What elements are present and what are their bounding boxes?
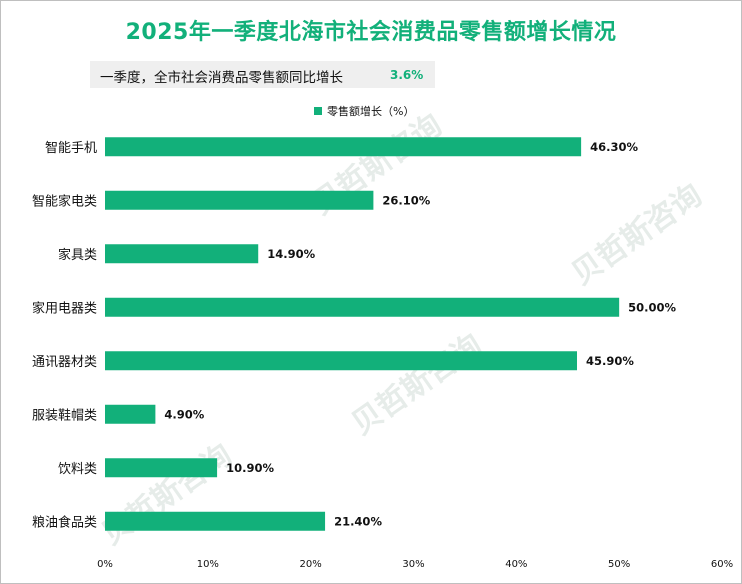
category-label: 服装鞋帽类 [32, 407, 97, 423]
bar [105, 351, 578, 371]
category-label: 家用电器类 [32, 300, 97, 316]
chart-title: 2025年一季度北海市社会消费品零售额增长情况 [125, 20, 617, 45]
data-label: 50.00% [628, 300, 676, 314]
category-label: 家具类 [58, 247, 97, 263]
legend-swatch [314, 107, 322, 115]
data-label: 45.90% [586, 354, 634, 368]
x-tick-label: 30% [402, 559, 424, 570]
subtitle-text: 一季度，全市社会消费品零售额同比增长 [100, 70, 343, 86]
bar [105, 458, 218, 478]
category-label: 通讯器材类 [32, 355, 97, 370]
legend-label: 零售额增长（%） [327, 105, 415, 118]
category-label: 饮料类 [58, 462, 97, 477]
x-tick-label: 20% [300, 559, 322, 570]
bar [105, 244, 259, 264]
x-tick-label: 10% [197, 559, 219, 570]
subtitle-value: 3.6% [390, 68, 424, 82]
data-label: 26.10% [382, 193, 430, 207]
data-label: 14.90% [267, 247, 315, 261]
bar [105, 190, 374, 210]
bar [105, 137, 582, 157]
data-label: 21.40% [334, 514, 382, 528]
category-label: 智能家电类 [32, 193, 97, 209]
bar [105, 404, 156, 424]
x-tick-label: 60% [711, 559, 733, 570]
chart-legend: 零售额增长（%） [314, 103, 414, 119]
data-label: 10.90% [226, 461, 274, 475]
bar [105, 511, 326, 531]
x-tick-label: 0% [97, 559, 113, 570]
x-tick-label: 40% [505, 559, 527, 570]
subtitle-box [90, 61, 435, 88]
category-label: 智能手机 [45, 141, 97, 156]
data-label: 4.90% [164, 407, 204, 421]
x-tick-label: 50% [608, 559, 630, 570]
data-label: 46.30% [590, 140, 638, 154]
bar [105, 297, 620, 317]
category-label: 粮油食品类 [32, 514, 97, 530]
